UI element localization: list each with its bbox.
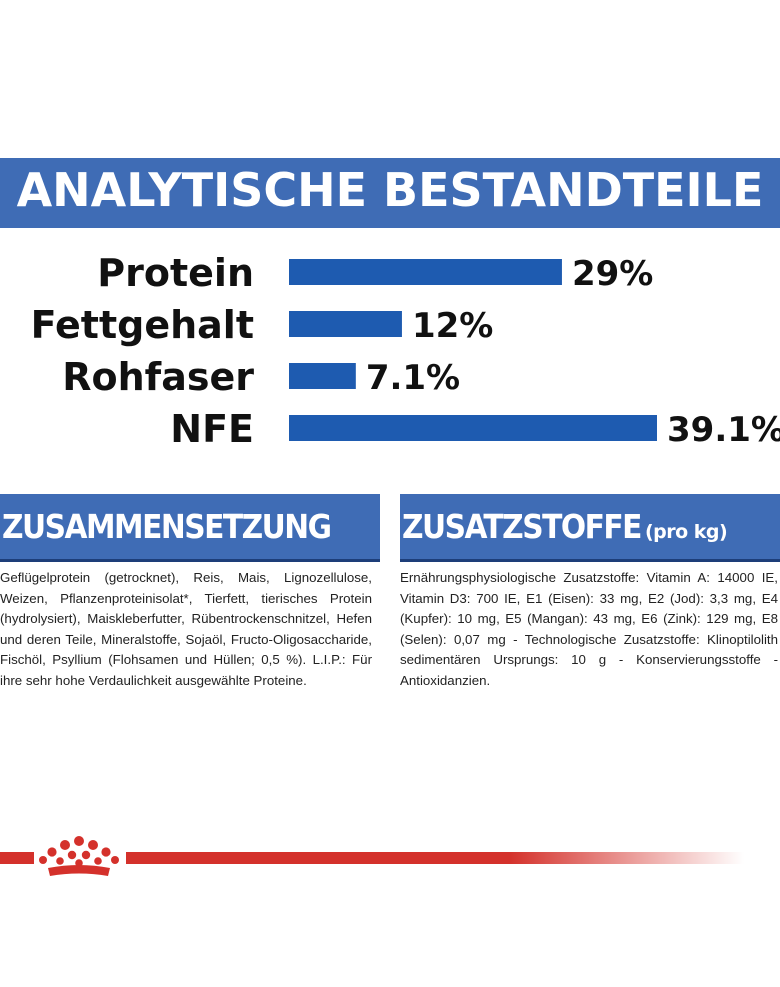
bar (289, 415, 657, 441)
crown-icon (39, 836, 119, 876)
additives-subtitle: (pro kg) (644, 521, 728, 543)
value-label: 29% (572, 254, 653, 294)
composition-text: Geflügelprotein (getrocknet), Reis, Mais… (0, 570, 372, 688)
bar (289, 311, 402, 337)
value-label: 39.1% (667, 410, 780, 450)
bar (289, 259, 562, 285)
composition-header: ZUSAMMENSETZUNG (0, 494, 380, 562)
additives-title: ZUSATZSTOFFE (402, 507, 642, 546)
additives-text: Ernährungsphysiologische Zusatzstoffe: V… (400, 570, 778, 688)
additives-header: ZUSATZSTOFFE (pro kg) (400, 494, 780, 562)
value-label: 12% (412, 306, 493, 346)
footer-line-right (126, 852, 744, 864)
category-label: NFE (170, 407, 254, 450)
footer-line-left (0, 852, 34, 864)
composition-title: ZUSAMMENSETZUNG (2, 507, 332, 546)
category-label: Rohfaser (62, 355, 254, 399)
value-label: 7.1% (366, 358, 460, 398)
nutrient-bar-chart: Protein 29% Fettgehalt 12% Rohfaser 7.1% NFE 39… (31, 251, 780, 450)
category-label: Protein (97, 251, 254, 295)
title-banner (0, 158, 780, 228)
category-label: Fettgehalt (31, 303, 254, 347)
page-title: ANALYTISCHE BESTANDTEILE (16, 163, 764, 217)
bar (289, 363, 356, 389)
